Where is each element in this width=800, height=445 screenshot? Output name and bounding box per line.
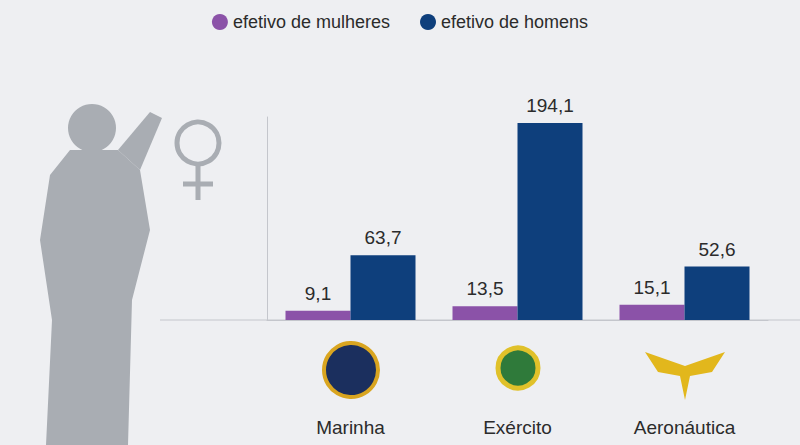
svg-text:52,6: 52,6 <box>699 239 736 260</box>
svg-text:efetivo de mulheres: efetivo de mulheres <box>233 12 390 32</box>
svg-text:9,1: 9,1 <box>305 283 331 304</box>
svg-text:Marinha: Marinha <box>316 417 385 438</box>
svg-text:13,5: 13,5 <box>467 278 504 299</box>
svg-text:Exército: Exército <box>483 417 552 438</box>
svg-text:194,1: 194,1 <box>526 95 574 116</box>
svg-text:efetivo de homens: efetivo de homens <box>441 12 588 32</box>
svg-text:15,1: 15,1 <box>634 277 671 298</box>
svg-text:63,7: 63,7 <box>365 227 402 248</box>
svg-text:Aeronáutica: Aeronáutica <box>634 417 736 438</box>
